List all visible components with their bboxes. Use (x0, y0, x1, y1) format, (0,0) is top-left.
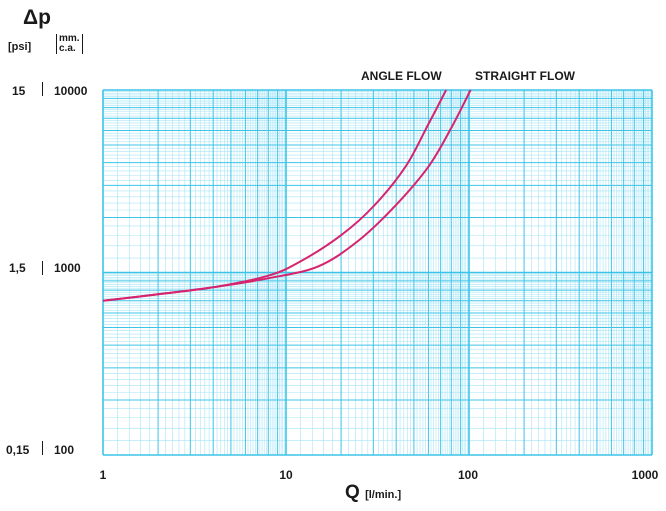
chart-title: Δp (23, 6, 51, 29)
x-axis-label-q: Q (345, 482, 360, 503)
y-unit-mm: mm. c.a. (56, 34, 83, 54)
x-axis-label: Q [l/min.] (345, 482, 401, 504)
x-tick-1000: 1000 (631, 468, 659, 482)
y-tick-separator (42, 82, 43, 96)
series-line-straight-flow (102, 89, 472, 302)
y-tick-psi-bottom: 0,15 (6, 443, 30, 457)
y-unit-mm-bottom: c.a. (59, 43, 76, 54)
series-label-straight-flow: STRAIGHT FLOW (475, 69, 575, 83)
series-label-angle-flow: ANGLE FLOW (361, 69, 442, 83)
x-tick-10: 10 (279, 468, 293, 482)
y-unit-mm-top: mm. (59, 33, 80, 44)
y-tick-mm-bottom: 100 (54, 443, 75, 457)
y-tick-psi-top: 15 (12, 84, 26, 98)
y-tick-mm-mid: 1000 (54, 261, 81, 275)
curves (102, 89, 472, 302)
grid-major (102, 89, 653, 456)
y-unit-psi: [psi] (8, 41, 32, 53)
y-tick-mm-top: 10000 (54, 84, 88, 98)
x-tick-1: 1 (99, 468, 107, 482)
series-line-angle-flow (102, 89, 447, 302)
y-tick-separator (42, 441, 43, 455)
x-axis-unit: [l/min.] (365, 489, 402, 501)
y-tick-separator (42, 261, 43, 275)
y-tick-psi-mid: 1,5 (9, 261, 26, 275)
x-tick-100: 100 (457, 468, 479, 482)
